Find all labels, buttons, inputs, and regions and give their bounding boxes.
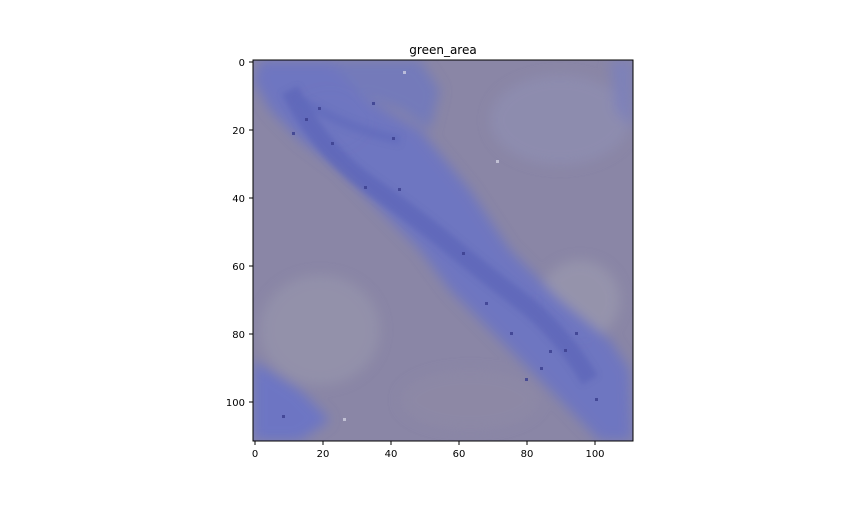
y-tick-label: 80 [232,330,245,341]
x-tick-label: 0 [252,449,258,460]
y-tick-label: 60 [232,262,245,273]
y-tick-label: 100 [226,398,245,409]
x-axis: 0 20 40 60 80 100 [252,441,605,460]
y-tick-label: 20 [232,126,245,137]
x-tick-label: 40 [385,449,398,460]
plot-title: green_area [409,43,476,57]
x-tick-label: 20 [317,449,330,460]
x-tick-label: 100 [585,449,604,460]
satellite-image [253,60,633,441]
y-axis: 0 20 40 60 80 100 [226,58,253,409]
x-tick-label: 80 [521,449,534,460]
x-tick-label: 60 [453,449,466,460]
y-tick-label: 40 [232,194,245,205]
y-tick-label: 0 [239,58,245,69]
axes-frame [252,59,634,442]
